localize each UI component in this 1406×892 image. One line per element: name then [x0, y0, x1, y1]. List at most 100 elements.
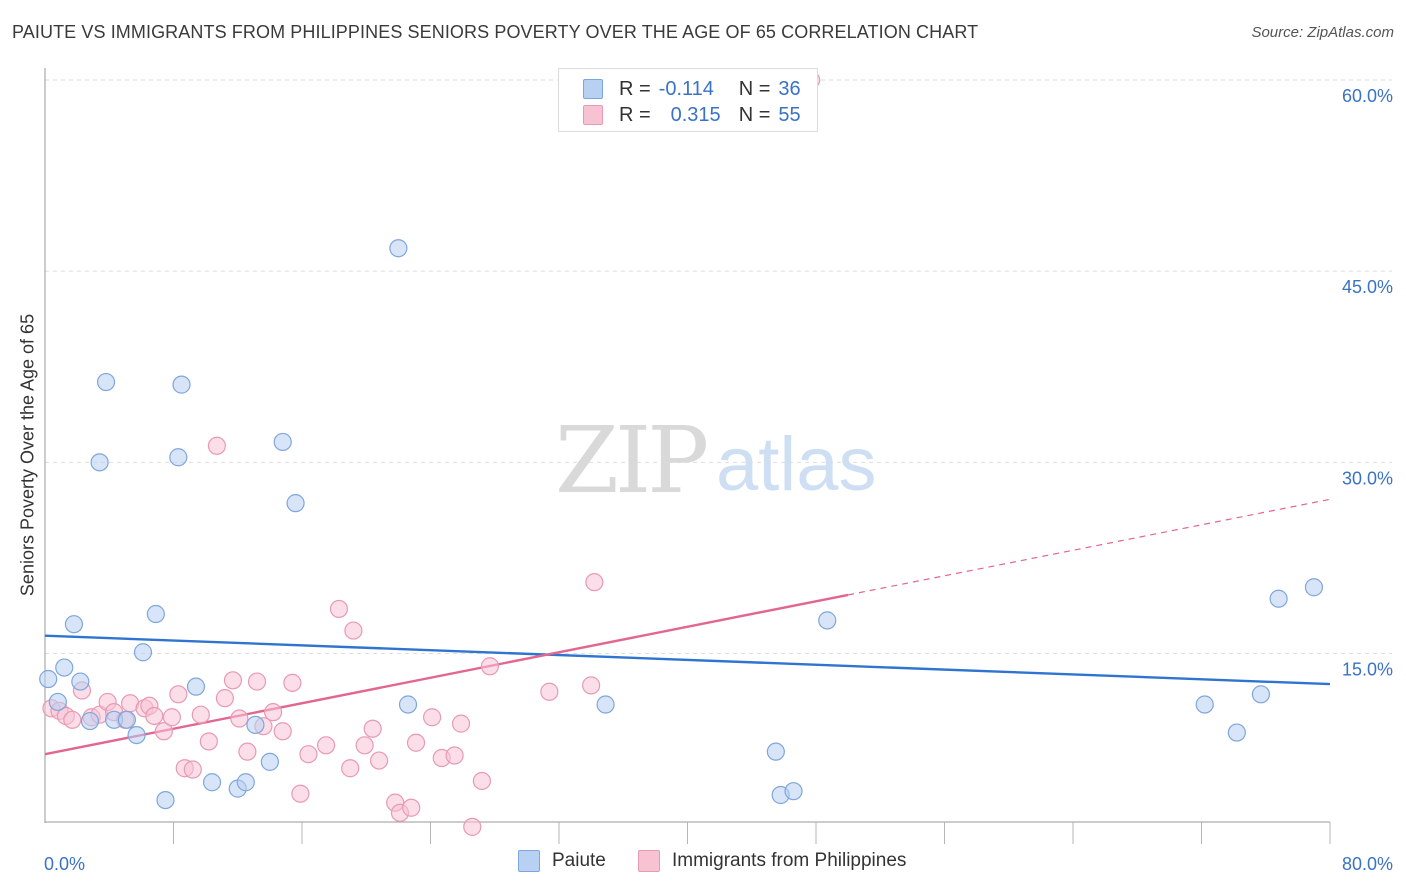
data-point-paiute [127, 725, 146, 745]
data-point-paiute [186, 677, 206, 696]
y-tick-label: 45.0% [1342, 277, 1393, 297]
legend-row-philippines: R = 0.315 N = 55 [583, 103, 801, 127]
legend-r-label: R = [619, 103, 651, 126]
data-point-philippines [445, 746, 464, 765]
data-point-paiute [1251, 685, 1271, 704]
data-point-paiute [156, 790, 175, 810]
data-point-paiute [389, 239, 408, 258]
data-point-paiute [202, 773, 222, 792]
watermark-atlas: atlas [716, 422, 877, 507]
data-point-philippines [316, 736, 336, 755]
legend-r-label: R = [619, 77, 651, 100]
data-point-philippines [191, 705, 210, 724]
data-point-philippines [169, 685, 188, 704]
data-point-philippines [215, 689, 234, 708]
data-point-paiute [273, 432, 292, 452]
watermark-zip: ZIP [555, 407, 706, 514]
data-point-philippines [230, 709, 249, 728]
data-point-paiute [55, 658, 74, 677]
bottom-legend-paiute: Paiute [518, 850, 606, 872]
bottom-legend: Paiute Immigrants from Philippines [0, 850, 1406, 878]
data-point-paiute [766, 742, 785, 761]
legend-n-label: N = [738, 77, 771, 100]
legend-r-value: 0.315 [670, 103, 721, 126]
data-point-philippines [263, 703, 283, 722]
data-point-paiute [169, 448, 188, 467]
data-point-philippines [363, 719, 382, 738]
data-point-philippines [463, 817, 482, 836]
data-point-philippines [423, 708, 442, 727]
data-point-philippines [406, 733, 426, 752]
data-point-philippines [238, 742, 257, 761]
data-point-paiute [80, 711, 100, 731]
data-point-paiute [1227, 723, 1246, 742]
legend: R = -0.114 N = 36 R = 0.315 N = 55 [558, 68, 818, 132]
data-point-paiute [39, 669, 58, 689]
data-point-philippines [451, 714, 471, 733]
data-point-philippines [370, 751, 389, 770]
data-point-paiute [64, 615, 84, 634]
chart-title: PAIUTE VS IMMIGRANTS FROM PHILIPPINES SE… [12, 22, 979, 42]
trend-line-philippines [44, 593, 849, 756]
legend-n-value: 36 [778, 77, 801, 100]
data-point-paiute [96, 372, 116, 392]
x-tick-label: 0.0% [44, 854, 85, 874]
data-point-philippines [162, 708, 181, 727]
y-axis-label: Seniors Poverty Over the Age of 65 [17, 313, 38, 597]
y-tick-label: 60.0% [1342, 86, 1393, 106]
data-point-philippines [341, 759, 360, 778]
data-point-paiute [146, 604, 165, 624]
data-point-paiute [117, 710, 137, 729]
data-point-philippines [329, 599, 349, 619]
bottom-legend-label-philippines: Immigrants from Philippines [672, 850, 907, 871]
data-point-philippines [247, 672, 267, 691]
data-point-paiute [286, 494, 305, 513]
data-point-philippines [154, 722, 173, 741]
data-point-paiute [260, 752, 279, 771]
data-point-philippines [199, 732, 218, 751]
x-tick-label: 80.0% [1342, 854, 1393, 874]
data-point-philippines [273, 722, 292, 741]
data-point-paiute [172, 375, 191, 394]
data-point-philippines [480, 657, 500, 676]
data-point-philippines [145, 706, 164, 726]
data-point-philippines [299, 745, 318, 764]
data-point-philippines [183, 760, 202, 779]
data-point-paiute [784, 782, 803, 801]
data-point-philippines [291, 784, 310, 803]
data-point-paiute [1195, 695, 1214, 714]
data-point-philippines [540, 682, 559, 701]
data-point-philippines [207, 436, 226, 455]
trend-line-paiute [44, 634, 1331, 686]
data-point-philippines [283, 673, 302, 692]
y-tick-label: 30.0% [1342, 468, 1393, 488]
data-point-philippines [355, 736, 374, 755]
data-point-paiute [236, 773, 255, 792]
legend-n-value: 55 [778, 103, 801, 126]
bottom-legend-label-paiute: Paiute [552, 850, 606, 871]
data-point-paiute [133, 643, 153, 662]
data-point-paiute [246, 715, 265, 734]
data-point-paiute [48, 692, 67, 712]
bottom-legend-swatch-philippines [638, 850, 660, 872]
data-point-philippines [63, 710, 82, 729]
data-point-philippines [582, 676, 601, 695]
legend-swatch-paiute [583, 79, 603, 99]
data-point-paiute [1269, 589, 1288, 608]
data-point-philippines [223, 671, 243, 690]
data-point-paiute [90, 453, 109, 472]
data-point-paiute [1304, 578, 1324, 597]
y-tick-label: 15.0% [1342, 660, 1393, 680]
data-point-paiute [818, 611, 837, 630]
legend-swatch-philippines [583, 105, 603, 125]
data-point-philippines [344, 621, 363, 640]
bottom-legend-swatch-paiute [518, 850, 540, 872]
data-point-philippines [472, 771, 491, 791]
data-point-philippines [585, 573, 604, 592]
data-point-paiute [596, 695, 615, 714]
legend-r-value: -0.114 [658, 77, 714, 100]
legend-row-paiute: R = -0.114 N = 36 [583, 77, 801, 101]
legend-n-label: N = [738, 103, 771, 126]
source-label: Source: ZipAtlas.com [1251, 24, 1394, 41]
